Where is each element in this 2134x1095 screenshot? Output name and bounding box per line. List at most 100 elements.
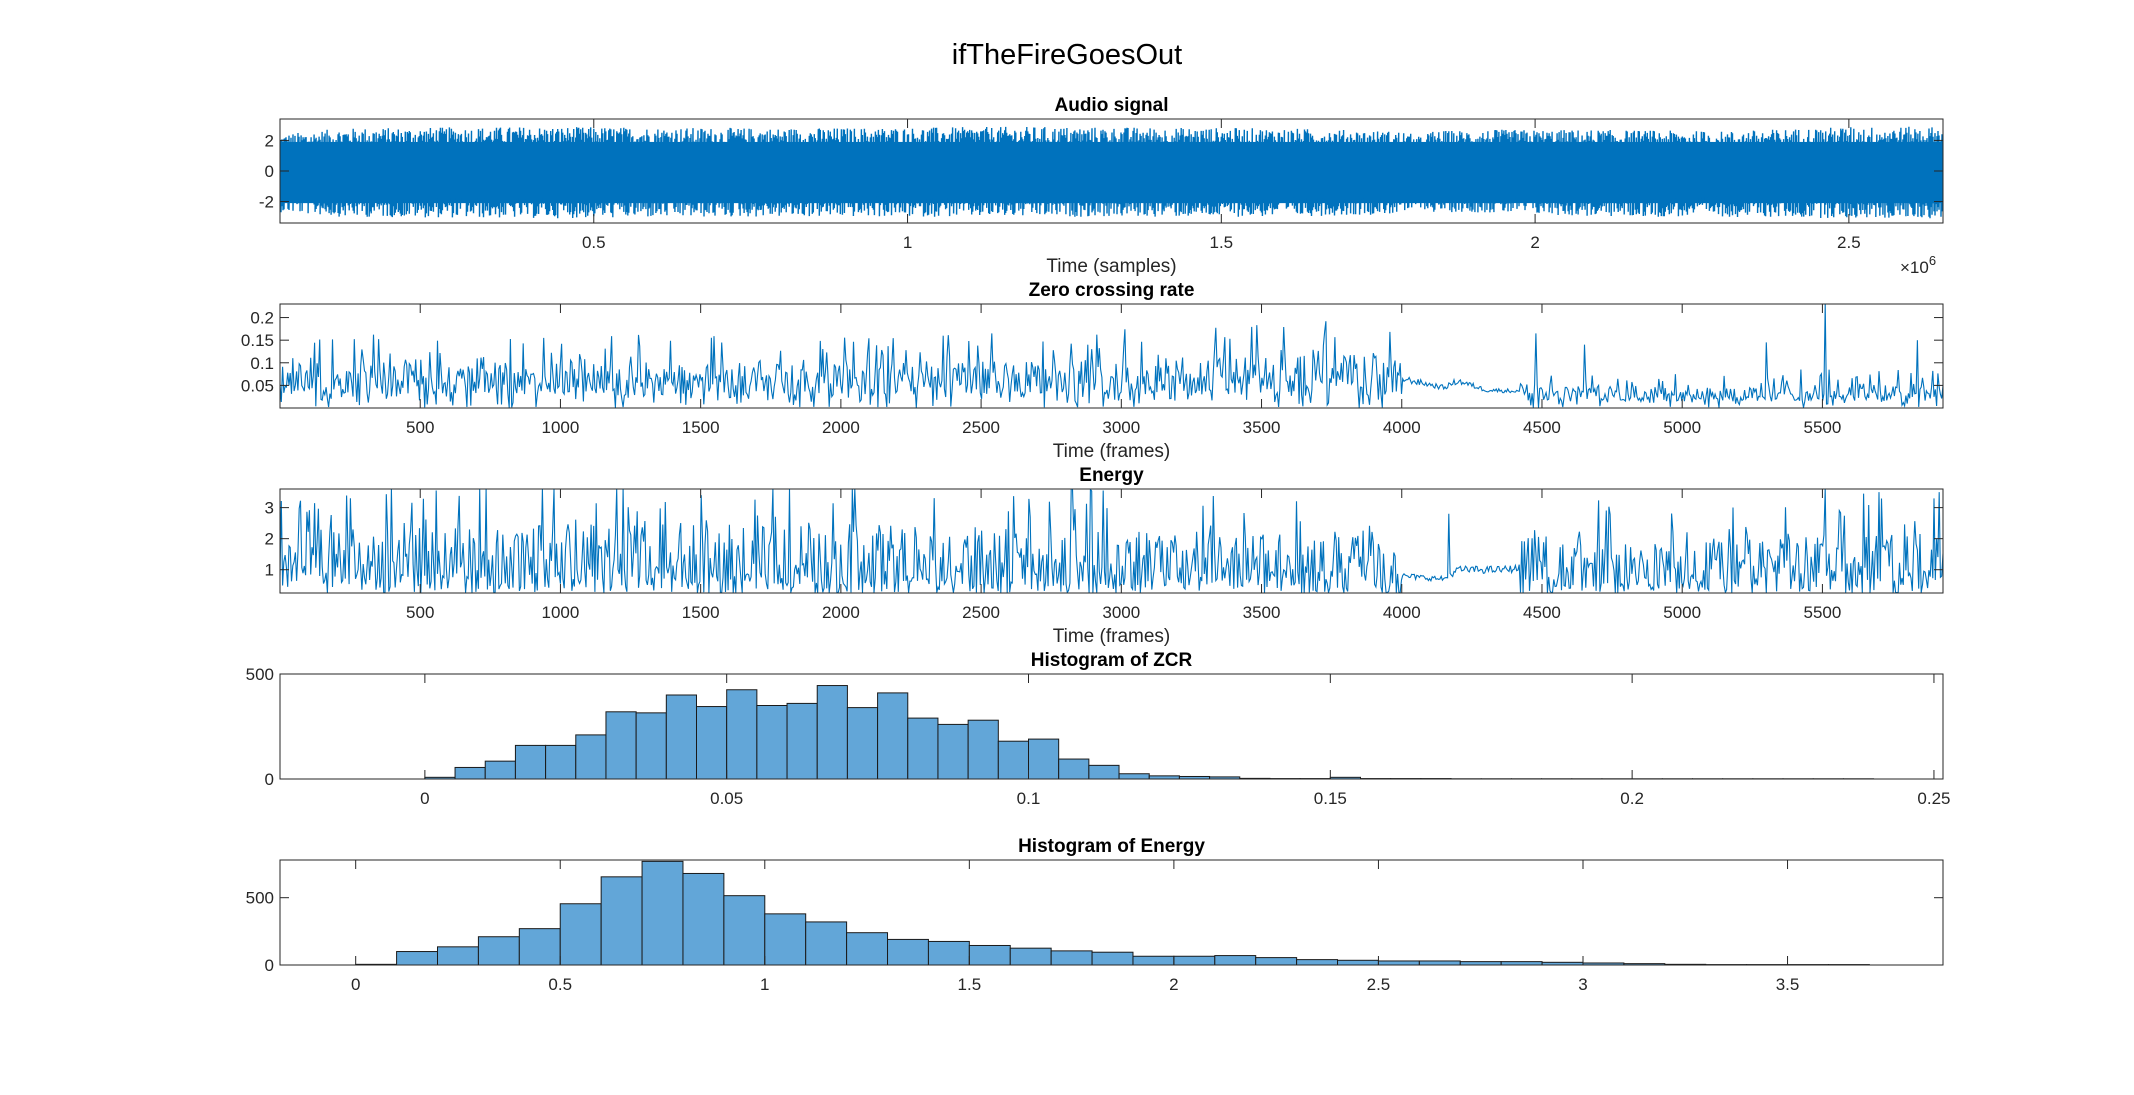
histogram-bar	[1377, 960, 1420, 965]
axes-box	[279, 488, 1944, 594]
histogram-bar	[723, 895, 766, 965]
subplot-title: Audio signal	[1055, 95, 1169, 116]
histogram-bar	[805, 921, 848, 965]
axes-box	[279, 303, 1944, 409]
series-line-zcr	[280, 304, 1943, 408]
x-tick-label: 1	[760, 975, 769, 994]
plot-area-zcr	[280, 304, 1943, 408]
histogram-bar	[786, 702, 818, 779]
x-tick-label: 500	[406, 418, 434, 437]
y-tick-label: 500	[246, 889, 274, 908]
series-line-energy	[280, 489, 1943, 593]
y-tick-label: 3	[265, 499, 274, 518]
histogram-bar	[967, 719, 999, 779]
histogram-bar	[641, 860, 684, 965]
y-tick-label: 0.15	[241, 331, 274, 350]
x-tick-label: 3.5	[1776, 975, 1800, 994]
histogram-bar	[635, 712, 667, 779]
y-tick-label: 0	[265, 770, 274, 789]
histogram-bar	[756, 705, 788, 779]
histogram-bar	[1418, 960, 1461, 965]
histogram-bar	[600, 876, 643, 965]
x-tick-label: 3	[1578, 975, 1587, 994]
x-tick-label: 4000	[1383, 603, 1421, 622]
histogram-bar	[1296, 959, 1339, 965]
x-tick-label: 0.5	[548, 975, 572, 994]
histogram-bar	[1132, 955, 1175, 965]
histogram-bar	[605, 711, 637, 779]
x-tick-label: 4500	[1523, 418, 1561, 437]
histogram-bar	[887, 938, 929, 965]
x-tick-label: 0.1	[1017, 789, 1041, 808]
x-tick-label: 5000	[1663, 603, 1701, 622]
histogram-bar	[1088, 764, 1120, 779]
subplot-hist_energy: 0 0.5 1 1.5 2 2.5 3 3.5 0 500 Histogram of Energy	[246, 836, 1944, 994]
y-tick-label: 0.2	[250, 309, 274, 328]
histogram-bar	[1091, 951, 1134, 965]
histogram-bar	[477, 936, 520, 965]
x-tick-label: 0.2	[1620, 789, 1644, 808]
x-tick-label: 1000	[542, 418, 580, 437]
histogram-bar	[997, 740, 1030, 779]
x-tick-label: 4500	[1523, 603, 1561, 622]
y-tick-label: 2	[265, 131, 274, 150]
histogram-bar	[1214, 955, 1257, 965]
histogram-bar	[846, 707, 879, 779]
histogram-bar	[726, 689, 758, 779]
histogram-bar	[1500, 961, 1543, 965]
x-tick-label: 1000	[542, 603, 580, 622]
series-line-audio	[280, 126, 1943, 219]
x-tick-label: 3000	[1102, 418, 1140, 437]
x-tick-label: 5000	[1663, 418, 1701, 437]
y-tick-label: 500	[246, 665, 274, 684]
histogram-bar	[575, 734, 607, 779]
figure-title: ifTheFireGoesOut	[952, 39, 1182, 71]
histogram-bar	[682, 872, 725, 965]
axes-box	[279, 859, 1944, 966]
y-tick-label: 0	[265, 162, 274, 181]
x-tick-label: 0.25	[1917, 789, 1950, 808]
x-tick-label: 2500	[962, 418, 1000, 437]
x-tick-label: 1	[903, 233, 912, 252]
x-tick-label: 1500	[682, 603, 720, 622]
histogram-bar	[927, 940, 970, 965]
x-tick-label: 3500	[1243, 418, 1281, 437]
subplot-energy: 500 1000 1500 2000 2500 3000 3500 4000 4500 5000 5…	[265, 465, 1944, 647]
histogram-bar	[396, 951, 438, 965]
plot-area-hist_zcr	[424, 685, 1875, 779]
histogram-bar	[937, 723, 969, 779]
histogram-bar	[696, 706, 728, 779]
plot-area-audio	[280, 126, 1943, 219]
histogram-bar	[437, 946, 479, 965]
x-tick-label: 1.5	[958, 975, 982, 994]
histogram-bar	[846, 932, 889, 965]
histogram-bar	[1118, 773, 1150, 779]
y-tick-label: 0	[265, 956, 274, 975]
x-tick-label: 2	[1530, 233, 1539, 252]
histogram-bar	[816, 685, 848, 779]
x-tick-label: 1.5	[1210, 233, 1234, 252]
subplot-title: Energy	[1079, 465, 1144, 486]
x-tick-label: 0.05	[710, 789, 743, 808]
histogram-bar	[1028, 738, 1060, 779]
histogram-bar	[1009, 947, 1052, 965]
plot-area-energy	[280, 489, 1943, 593]
x-tick-label: 0	[351, 975, 360, 994]
x-tick-label: 2500	[962, 603, 1000, 622]
y-tick-label: -2	[259, 193, 274, 212]
x-tick-label: 2.5	[1837, 233, 1861, 252]
histogram-bar	[484, 760, 516, 779]
x-tick-label: 2.5	[1367, 975, 1391, 994]
x-tick-label: 3000	[1102, 603, 1140, 622]
subplot-title: Histogram of Energy	[1018, 836, 1205, 857]
y-tick-label: 1	[265, 561, 274, 580]
histogram-bar	[1050, 950, 1093, 965]
histogram-bar	[559, 903, 602, 965]
x-tick-label: 2000	[822, 603, 860, 622]
histogram-bar	[877, 692, 909, 779]
histogram-bar	[1337, 959, 1379, 965]
x-exponent-label: ×106	[1900, 253, 1936, 277]
plot-area-hist_energy	[355, 860, 1870, 965]
subplot-hist_zcr: 0 0.05 0.1 0.15 0.2 0.25 0 500 Histogram of ZCR	[246, 650, 1951, 808]
histogram-bar	[1459, 961, 1502, 965]
